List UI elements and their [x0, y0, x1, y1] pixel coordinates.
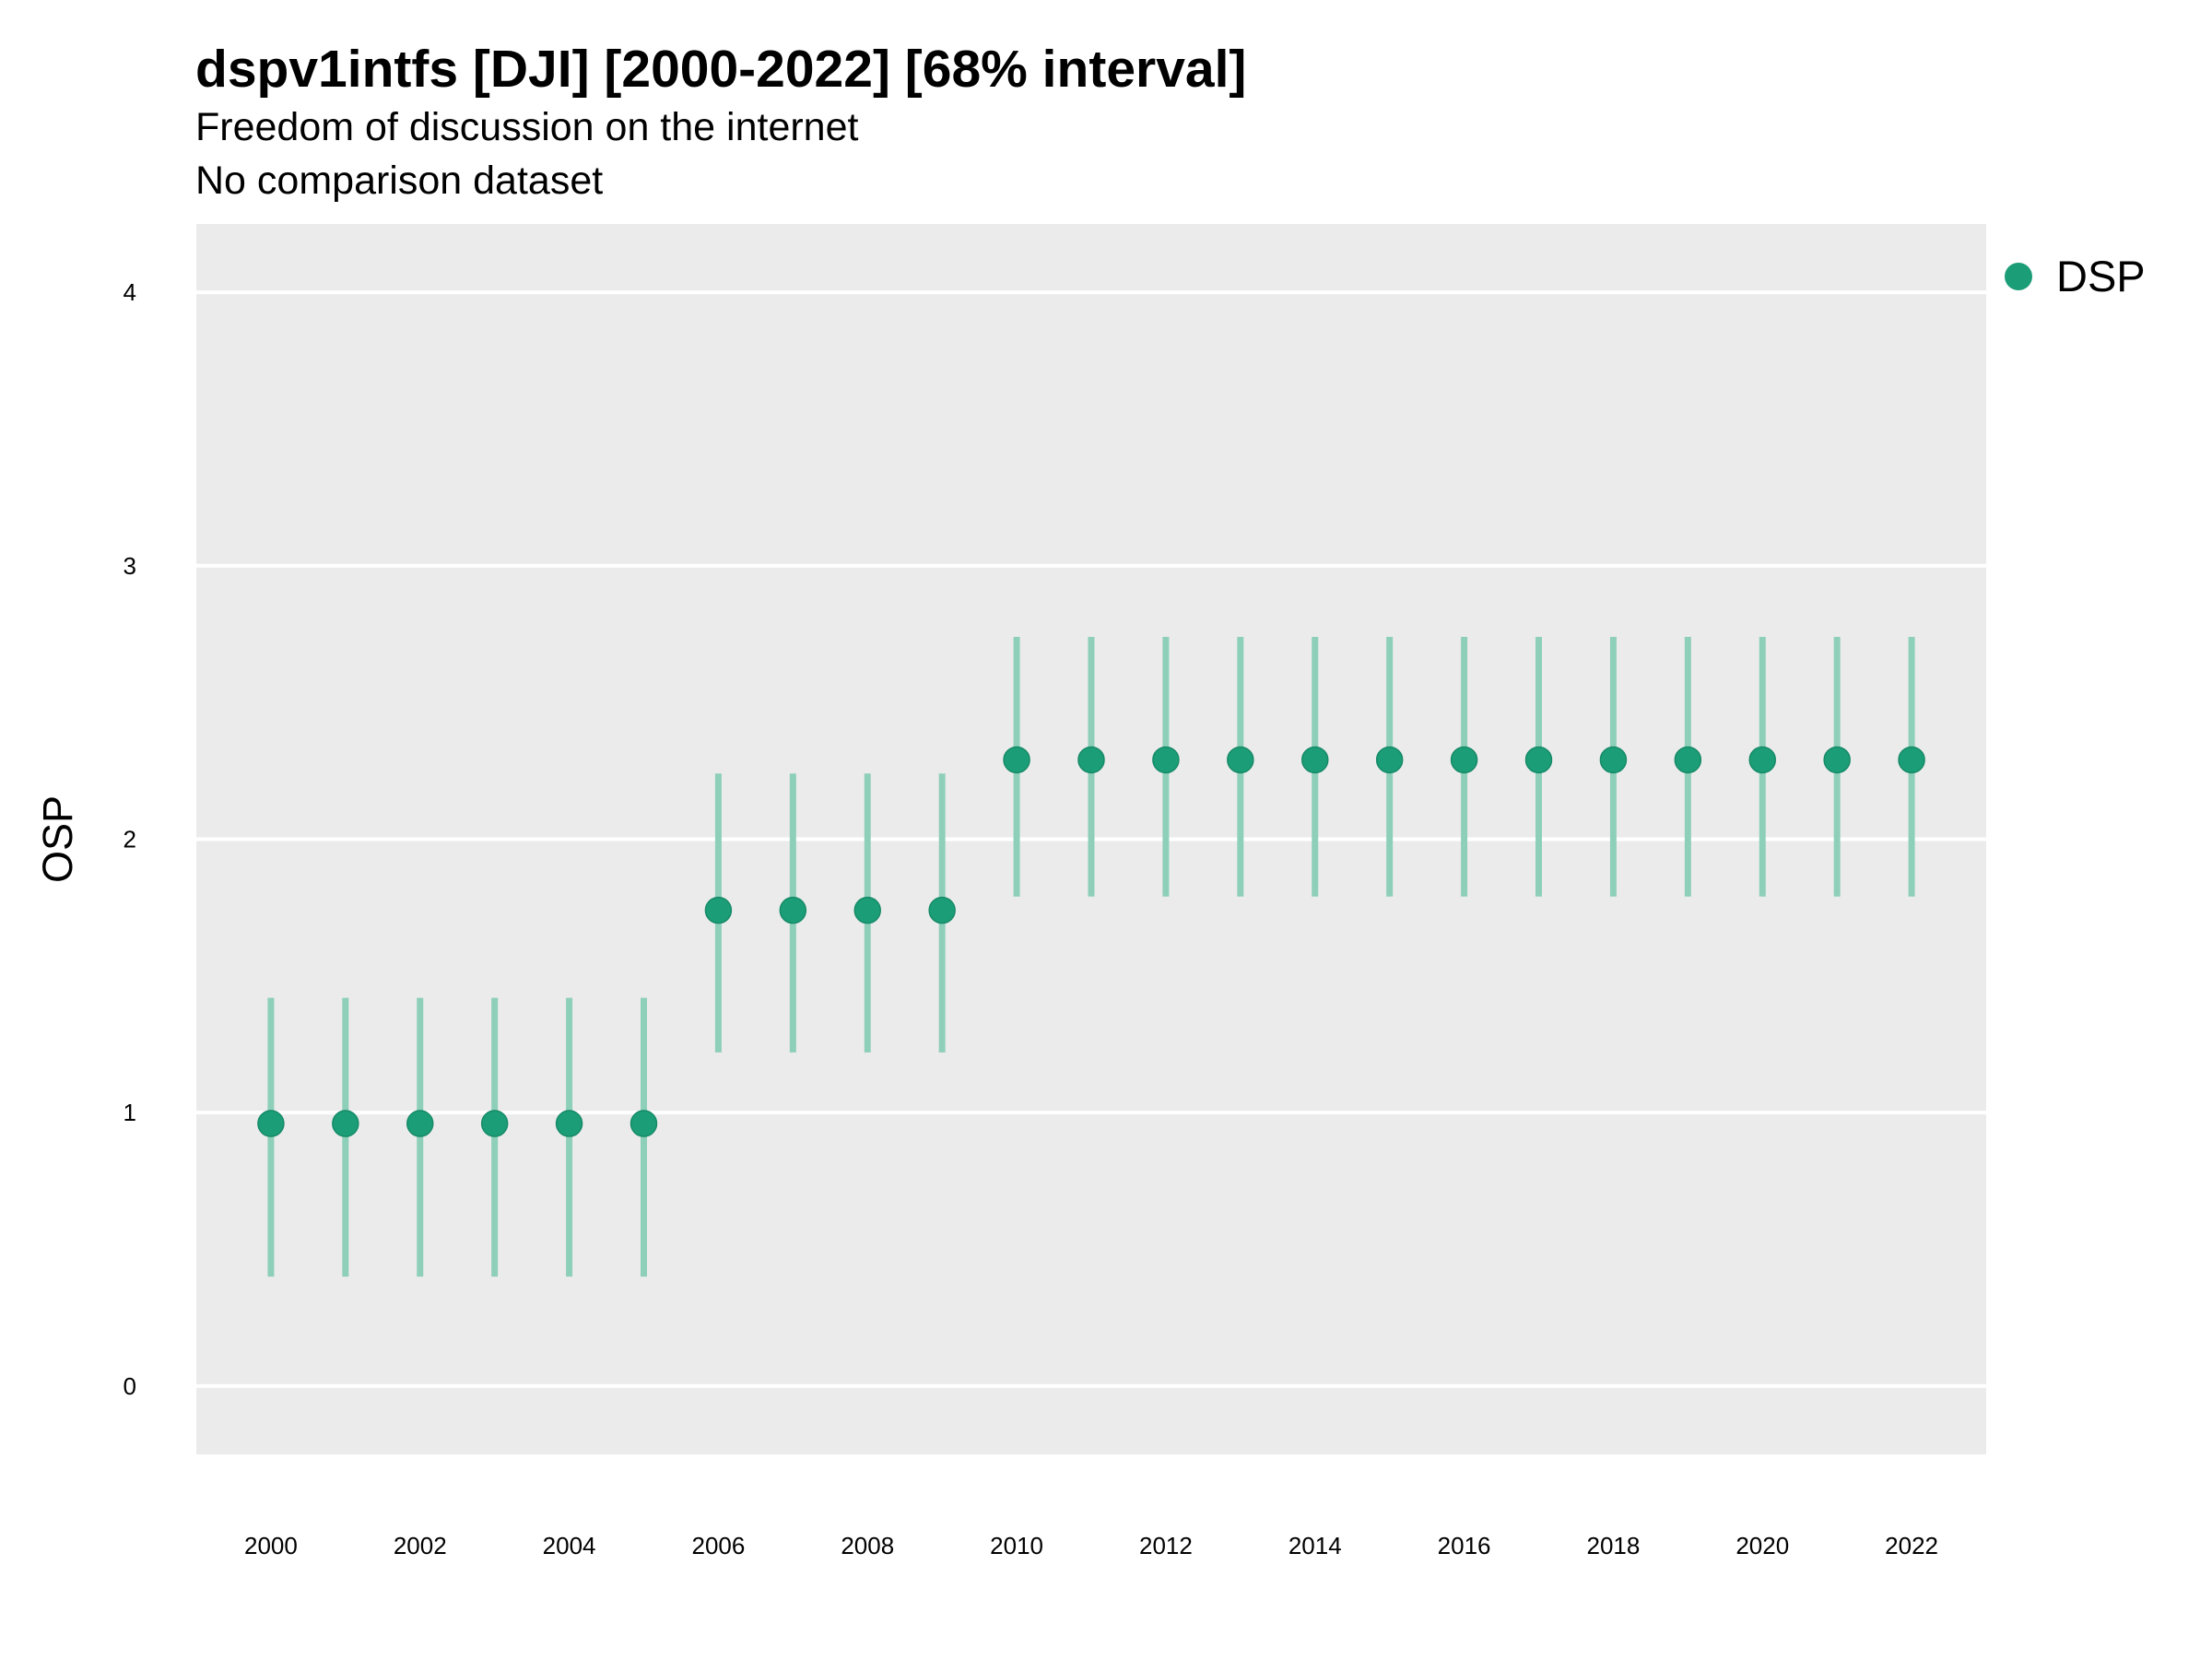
x-tick-label: 2020 — [1735, 1532, 1789, 1559]
y-axis-label: OSP — [34, 795, 81, 883]
data-point — [1748, 746, 1776, 774]
data-point — [555, 1110, 583, 1137]
data-point — [1599, 746, 1628, 774]
data-point — [332, 1110, 359, 1137]
data-point — [1450, 746, 1478, 774]
x-tick-label: 2004 — [543, 1532, 596, 1559]
chart-subtitle: Freedom of discussion on the internet — [195, 105, 859, 149]
x-tick-label: 2000 — [244, 1532, 298, 1559]
y-tick-label: 3 — [124, 552, 136, 580]
x-tick-label: 2006 — [691, 1532, 745, 1559]
x-tick-label: 2010 — [990, 1532, 1043, 1559]
x-tick-label: 2022 — [1885, 1532, 1938, 1559]
data-point — [257, 1110, 285, 1137]
x-tick-label: 2008 — [841, 1532, 894, 1559]
x-tick-label: 2016 — [1438, 1532, 1491, 1559]
x-tick-label: 2012 — [1139, 1532, 1193, 1559]
legend-label: DSP — [2056, 252, 2146, 300]
x-tick-label: 2014 — [1288, 1532, 1342, 1559]
data-point — [406, 1110, 434, 1137]
legend-swatch — [2005, 262, 2032, 290]
data-point — [928, 896, 956, 924]
data-point — [1898, 746, 1925, 774]
data-point — [704, 896, 733, 924]
data-point — [1375, 746, 1404, 774]
y-tick-label: 4 — [124, 278, 136, 306]
y-tick-label: 0 — [124, 1372, 136, 1400]
data-point — [1152, 746, 1180, 774]
data-point — [1524, 746, 1553, 774]
chart-subtitle-secondary: No comparison dataset — [195, 159, 604, 203]
data-point — [853, 896, 881, 924]
y-tick-label: 1 — [124, 1099, 136, 1126]
x-tick-label: 2002 — [394, 1532, 447, 1559]
chart-title: dspv1intfs [DJI] [2000-2022] [68% interv… — [195, 40, 1247, 99]
data-point — [1077, 746, 1105, 774]
data-point — [779, 896, 807, 924]
data-point — [1003, 746, 1030, 774]
data-point — [1674, 746, 1702, 774]
y-tick-label: 2 — [124, 826, 136, 853]
legend: DSP — [2005, 251, 2146, 301]
x-tick-label: 2018 — [1586, 1532, 1640, 1559]
data-point — [480, 1110, 509, 1137]
data-point — [629, 1110, 658, 1137]
data-point — [1227, 746, 1254, 774]
data-point — [1301, 746, 1329, 774]
data-point — [1823, 746, 1851, 774]
